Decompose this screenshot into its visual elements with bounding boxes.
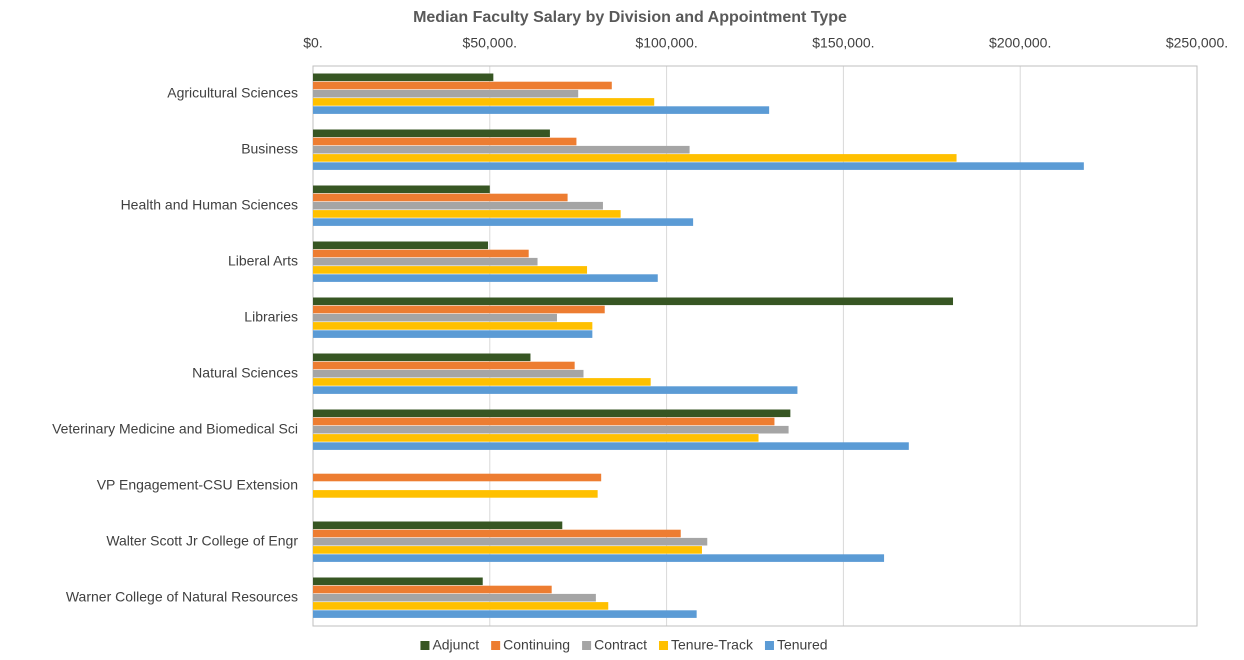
bar bbox=[313, 274, 658, 282]
bar bbox=[313, 266, 588, 274]
bar bbox=[313, 577, 483, 586]
bar bbox=[313, 98, 655, 106]
y-tick-label: Walter Scott Jr College of Engr bbox=[106, 533, 298, 549]
bar bbox=[313, 297, 954, 306]
bar bbox=[313, 593, 596, 602]
bar bbox=[313, 602, 609, 610]
bar bbox=[313, 537, 708, 546]
bar bbox=[313, 162, 1084, 170]
legend-swatch bbox=[764, 641, 774, 650]
y-tick-label: Natural Sciences bbox=[192, 365, 298, 381]
bar bbox=[313, 81, 612, 90]
legend-label: Continuing bbox=[503, 637, 570, 653]
bar bbox=[313, 521, 563, 530]
legend-swatch bbox=[491, 641, 501, 650]
bar bbox=[313, 305, 605, 314]
bar bbox=[313, 585, 552, 594]
bar bbox=[313, 386, 798, 394]
bar bbox=[313, 361, 575, 370]
y-tick-label: Libraries bbox=[244, 309, 298, 325]
bar bbox=[313, 610, 697, 618]
bar bbox=[313, 106, 770, 114]
y-tick-label: VP Engagement-CSU Extension bbox=[97, 477, 298, 493]
x-tick-label: $50,000. bbox=[463, 35, 518, 51]
x-tick-label: $250,000. bbox=[1166, 35, 1228, 51]
x-tick-label: $150,000. bbox=[812, 35, 874, 51]
y-tick-label: Veterinary Medicine and Biomedical Sci bbox=[52, 421, 298, 437]
bar bbox=[313, 322, 593, 330]
legend-label: Tenured bbox=[777, 637, 828, 653]
bar bbox=[313, 201, 603, 210]
y-tick-label: Agricultural Sciences bbox=[167, 85, 298, 101]
legend-label: Tenure-Track bbox=[671, 637, 754, 653]
x-tick-label: $200,000. bbox=[989, 35, 1051, 51]
bar bbox=[313, 369, 584, 378]
bar bbox=[313, 409, 791, 418]
legend-label: Contract bbox=[594, 637, 647, 653]
bar bbox=[313, 442, 909, 450]
legend-swatch bbox=[659, 641, 669, 650]
bar bbox=[313, 313, 557, 322]
bar bbox=[313, 185, 490, 194]
bar bbox=[313, 137, 577, 146]
bar bbox=[313, 425, 789, 434]
bar bbox=[313, 546, 702, 554]
bar bbox=[313, 353, 531, 362]
bar bbox=[313, 473, 602, 482]
plot-border bbox=[312, 65, 1198, 627]
bar bbox=[313, 145, 690, 154]
chart-title: Median Faculty Salary by Division and Ap… bbox=[413, 9, 847, 26]
bar bbox=[313, 210, 621, 218]
bar bbox=[313, 154, 957, 162]
bar bbox=[313, 73, 494, 82]
bar bbox=[313, 249, 529, 258]
bar bbox=[313, 330, 593, 338]
bar bbox=[313, 554, 885, 562]
bar bbox=[313, 241, 489, 250]
x-tick-label: $100,000. bbox=[635, 35, 697, 51]
legend-swatch bbox=[582, 641, 592, 650]
y-tick-label: Liberal Arts bbox=[228, 253, 298, 269]
y-tick-label: Health and Human Sciences bbox=[121, 197, 298, 213]
bar bbox=[313, 529, 681, 538]
y-tick-label: Warner College of Natural Resources bbox=[66, 589, 298, 605]
bar bbox=[313, 434, 759, 442]
bar bbox=[313, 417, 775, 426]
x-tick-label: $0. bbox=[303, 35, 322, 51]
bar bbox=[313, 193, 568, 202]
bar bbox=[313, 89, 579, 98]
y-tick-label: Business bbox=[241, 141, 298, 157]
bar bbox=[313, 378, 651, 386]
bar bbox=[313, 257, 538, 266]
legend-swatch bbox=[420, 641, 430, 650]
legend-label: Adjunct bbox=[432, 637, 479, 653]
bar bbox=[313, 218, 694, 226]
bar bbox=[313, 490, 598, 498]
bar bbox=[313, 129, 550, 138]
